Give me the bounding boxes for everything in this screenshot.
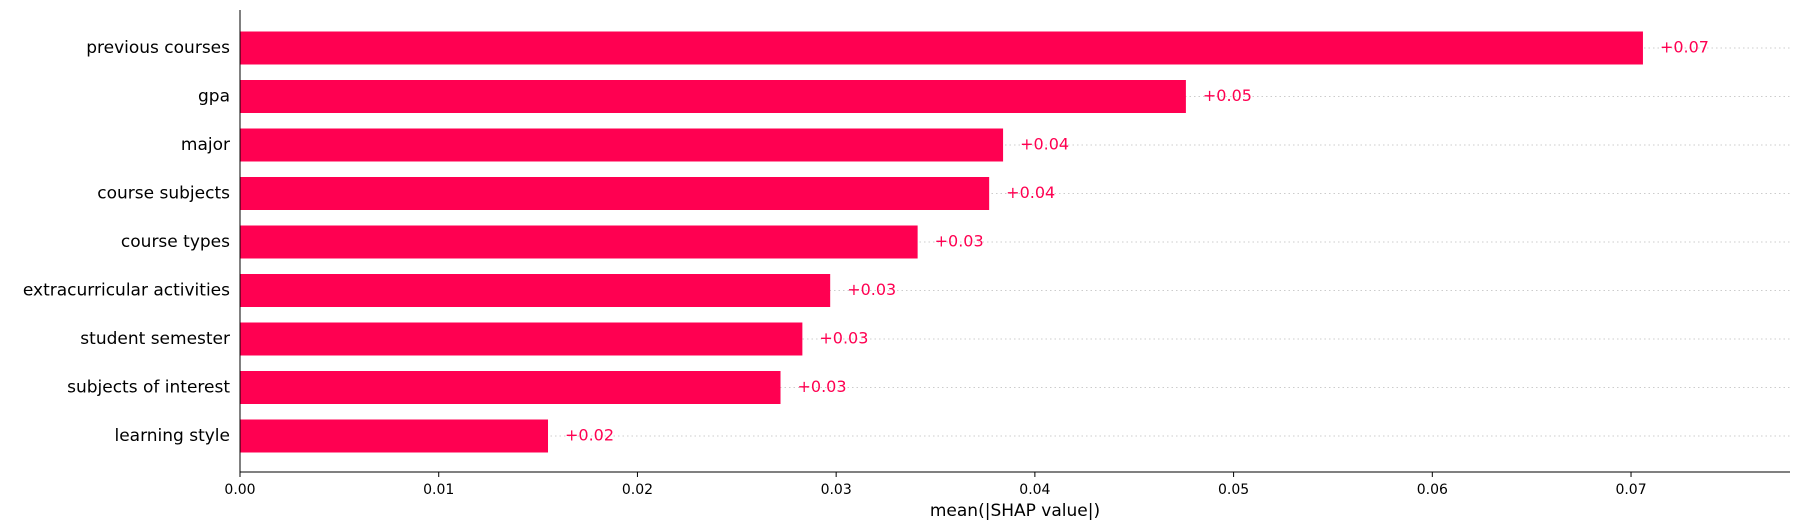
value-label: +0.03	[798, 377, 847, 396]
bar	[240, 128, 1004, 162]
x-axis-label: mean(|SHAP value|)	[930, 501, 1100, 521]
x-tick-label: 0.02	[622, 482, 653, 498]
bar	[240, 31, 1643, 65]
bar	[240, 419, 549, 453]
category-label: subjects of interest	[67, 378, 230, 398]
x-tick-label: 0.07	[1615, 482, 1646, 498]
category-label: course types	[121, 232, 230, 252]
value-label: +0.05	[1203, 86, 1252, 105]
category-label: major	[181, 135, 230, 155]
bar	[240, 371, 781, 404]
x-tick-label: 0.00	[224, 482, 255, 498]
bar	[240, 80, 1186, 113]
bar	[240, 177, 990, 210]
value-label: +0.02	[565, 426, 614, 445]
x-tick-label: 0.04	[1019, 482, 1050, 498]
x-tick-label: 0.03	[821, 482, 852, 498]
bar	[240, 225, 918, 259]
value-label: +0.03	[847, 280, 896, 299]
category-label: student semester	[80, 329, 230, 349]
value-label: +0.03	[819, 329, 868, 348]
value-label: +0.03	[935, 232, 984, 251]
x-tick-label: 0.01	[423, 482, 454, 498]
value-label: +0.04	[1006, 183, 1055, 202]
category-label: gpa	[198, 87, 230, 107]
value-label: +0.04	[1020, 135, 1069, 154]
value-label: +0.07	[1660, 38, 1709, 57]
bar	[240, 322, 803, 356]
x-tick-label: 0.05	[1218, 482, 1249, 498]
category-label: previous courses	[86, 38, 230, 58]
category-label: course subjects	[97, 184, 230, 204]
bars	[240, 31, 1643, 453]
x-tick-label: 0.06	[1417, 482, 1448, 498]
category-label: learning style	[114, 426, 230, 446]
category-label: extracurricular activities	[23, 281, 230, 301]
category-labels: previous courses gpa major course subjects c…	[23, 38, 230, 446]
bar	[240, 274, 831, 307]
value-labels: +0.07 +0.05 +0.04 +0.04 +0.03 +0.03 +0.03 +0.03…	[565, 38, 1709, 445]
x-axis-ticks: 0.00 0.01 0.02 0.03 0.04 0.05 0.06 0.07	[224, 472, 1647, 498]
